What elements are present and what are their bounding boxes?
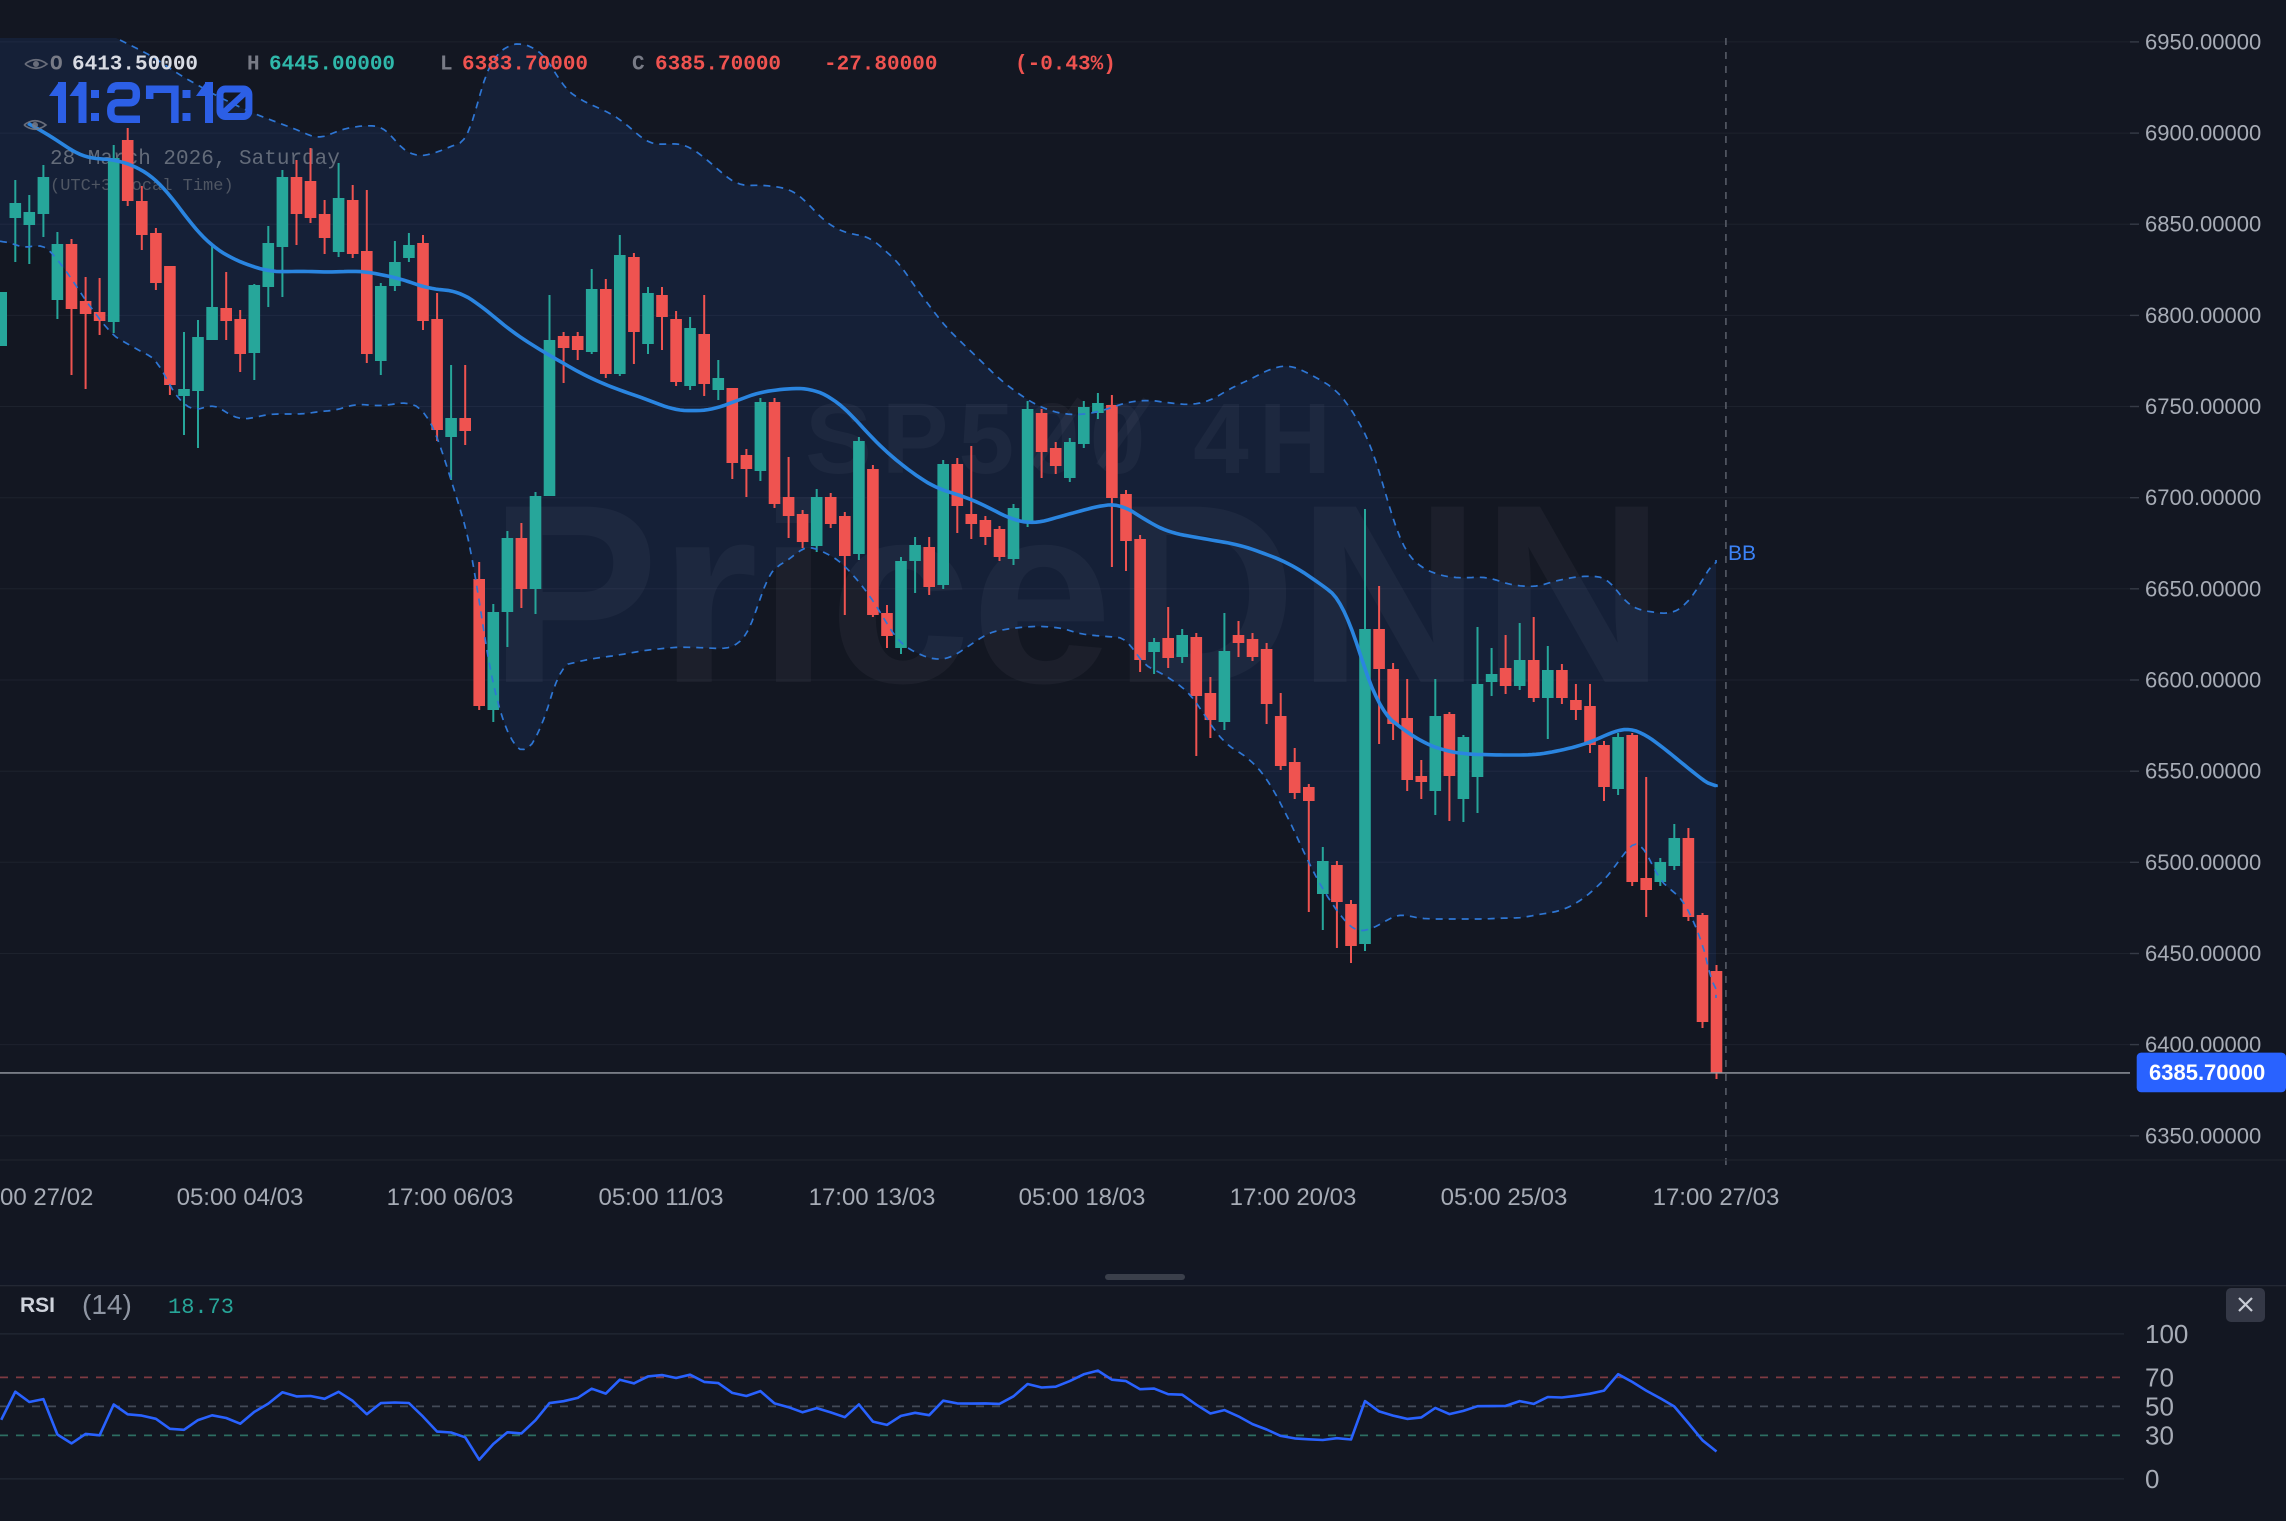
svg-text:6550.00000: 6550.00000 xyxy=(2145,759,2261,784)
svg-text:6750.00000: 6750.00000 xyxy=(2145,394,2261,419)
svg-text:17:00 06/03: 17:00 06/03 xyxy=(387,1184,514,1211)
svg-text:RSI: RSI xyxy=(20,1294,55,1317)
svg-text:-27.80000: -27.80000 xyxy=(824,54,937,77)
svg-text:17:00 20/03: 17:00 20/03 xyxy=(1230,1184,1357,1211)
svg-text:6650.00000: 6650.00000 xyxy=(2145,576,2261,601)
svg-text:PriceDNN: PriceDNN xyxy=(489,452,1665,737)
svg-text:6413.50000: 6413.50000 xyxy=(72,54,198,77)
svg-text:6800.00000: 6800.00000 xyxy=(2145,303,2261,328)
svg-text:100: 100 xyxy=(2145,1319,2188,1349)
svg-text:6850.00000: 6850.00000 xyxy=(2145,212,2261,237)
svg-text:C: C xyxy=(632,54,645,77)
svg-text:05:00 18/03: 05:00 18/03 xyxy=(1019,1184,1146,1211)
svg-text:50: 50 xyxy=(2145,1391,2174,1421)
svg-text:6385.70000: 6385.70000 xyxy=(655,54,781,77)
svg-text:6385.70000: 6385.70000 xyxy=(2149,1060,2265,1085)
svg-text:6383.70000: 6383.70000 xyxy=(462,54,588,77)
svg-text:6950.00000: 6950.00000 xyxy=(2145,29,2261,54)
svg-text:17:00 27/03: 17:00 27/03 xyxy=(1653,1184,1780,1211)
svg-text:0: 0 xyxy=(2145,1464,2159,1494)
svg-text:30: 30 xyxy=(2145,1420,2174,1450)
svg-text:6900.00000: 6900.00000 xyxy=(2145,121,2261,146)
svg-text:(14): (14) xyxy=(82,1289,132,1320)
svg-text:05:00 25/03: 05:00 25/03 xyxy=(1441,1184,1568,1211)
svg-text:6350.00000: 6350.00000 xyxy=(2145,1123,2261,1148)
svg-text:05:00 04/03: 05:00 04/03 xyxy=(177,1184,304,1211)
svg-text:H: H xyxy=(247,54,260,77)
svg-text:6500.00000: 6500.00000 xyxy=(2145,850,2261,875)
svg-text:L: L xyxy=(440,54,453,77)
svg-text:6700.00000: 6700.00000 xyxy=(2145,485,2261,510)
svg-text:O: O xyxy=(50,54,63,77)
svg-text:70: 70 xyxy=(2145,1362,2174,1392)
svg-text:17:00 13/03: 17:00 13/03 xyxy=(809,1184,936,1211)
svg-text:BB: BB xyxy=(1728,542,1756,565)
svg-text:(-0.43%): (-0.43%) xyxy=(1015,54,1116,77)
svg-text:6600.00000: 6600.00000 xyxy=(2145,668,2261,693)
svg-text:17:00 27/02: 17:00 27/02 xyxy=(0,1184,93,1211)
svg-text:6445.00000: 6445.00000 xyxy=(269,54,395,77)
svg-text:6450.00000: 6450.00000 xyxy=(2145,941,2261,966)
svg-text:18.73: 18.73 xyxy=(168,1295,234,1320)
svg-text:05:00 11/03: 05:00 11/03 xyxy=(598,1184,723,1211)
